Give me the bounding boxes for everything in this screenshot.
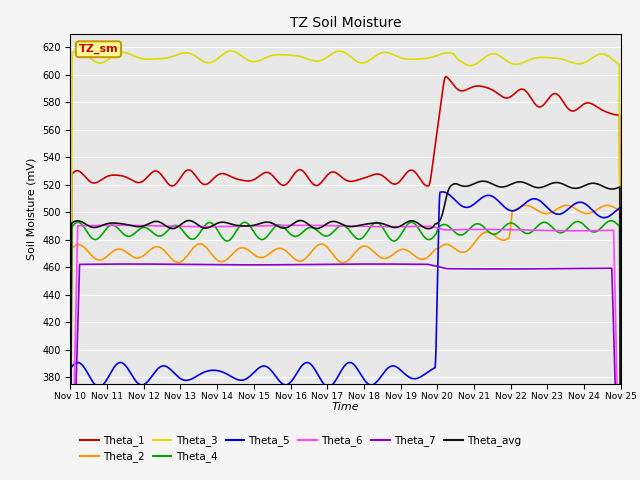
Theta_avg [606,186,614,192]
Theta_5 [278,380,285,386]
Theta_2 [604,203,611,208]
Theta_4 [301,227,309,233]
Theta_1 [617,478,625,480]
Theta_1 [278,182,285,188]
Theta_avg [278,225,285,231]
Theta_1 [301,171,309,177]
Theta_5 [162,363,170,369]
Theta_5 [547,208,555,214]
Theta_avg [301,219,309,225]
Theta_avg [479,178,487,184]
Title: TZ Soil Moisture: TZ Soil Moisture [290,16,401,30]
X-axis label: Time: Time [332,402,360,412]
Theta_2 [547,210,554,216]
Theta_2 [278,246,285,252]
Theta_7 [129,261,137,267]
Line: Theta_4: Theta_4 [70,221,621,480]
Theta_1 [547,93,555,99]
Theta_5 [606,213,614,218]
Theta_3 [606,55,614,60]
Line: Theta_3: Theta_3 [70,51,621,476]
Theta_6 [278,223,285,228]
Theta_4 [607,218,615,224]
Theta_4 [278,223,285,228]
Theta_5 [129,374,137,380]
Theta_1 [442,73,450,79]
Theta_6 [162,223,170,229]
Theta_2 [301,256,309,262]
Theta_3 [67,473,74,479]
Line: Theta_6: Theta_6 [70,225,621,480]
Theta_4 [606,218,614,224]
Theta_5 [301,360,309,366]
Theta_4 [547,223,554,228]
Line: Theta_avg: Theta_avg [70,181,621,480]
Theta_6 [301,222,309,228]
Theta_avg [547,181,555,187]
Theta_avg [162,223,170,228]
Theta_7 [301,262,309,267]
Theta_avg [129,223,137,229]
Theta_6 [296,222,303,228]
Theta_5 [617,464,625,470]
Line: Theta_5: Theta_5 [70,192,621,480]
Y-axis label: Soil Moisture (mV): Soil Moisture (mV) [26,157,36,260]
Text: TZ_sm: TZ_sm [79,44,118,54]
Theta_7 [606,265,614,271]
Theta_3 [162,55,170,61]
Theta_5 [438,189,446,195]
Theta_7 [162,261,170,267]
Theta_1 [162,178,170,184]
Theta_1 [129,178,137,184]
Theta_6 [606,228,614,233]
Theta_2 [129,254,137,260]
Theta_4 [162,229,170,235]
Theta_6 [129,223,137,228]
Line: Theta_7: Theta_7 [70,264,621,480]
Legend: Theta_1, Theta_2, Theta_3, Theta_4, Theta_5, Theta_6, Theta_7, Theta_avg: Theta_1, Theta_2, Theta_3, Theta_4, Thet… [76,431,525,467]
Theta_3 [547,55,555,60]
Theta_2 [606,203,614,209]
Theta_3 [227,48,235,54]
Line: Theta_2: Theta_2 [70,205,621,480]
Theta_6 [547,228,555,233]
Theta_1 [606,110,614,116]
Theta_7 [547,266,555,272]
Theta_7 [128,261,136,267]
Theta_3 [129,53,137,59]
Theta_2 [162,250,170,255]
Theta_4 [129,232,137,238]
Theta_3 [617,437,625,443]
Theta_3 [278,52,285,58]
Line: Theta_1: Theta_1 [70,76,621,480]
Theta_3 [301,55,309,61]
Theta_7 [278,262,285,268]
